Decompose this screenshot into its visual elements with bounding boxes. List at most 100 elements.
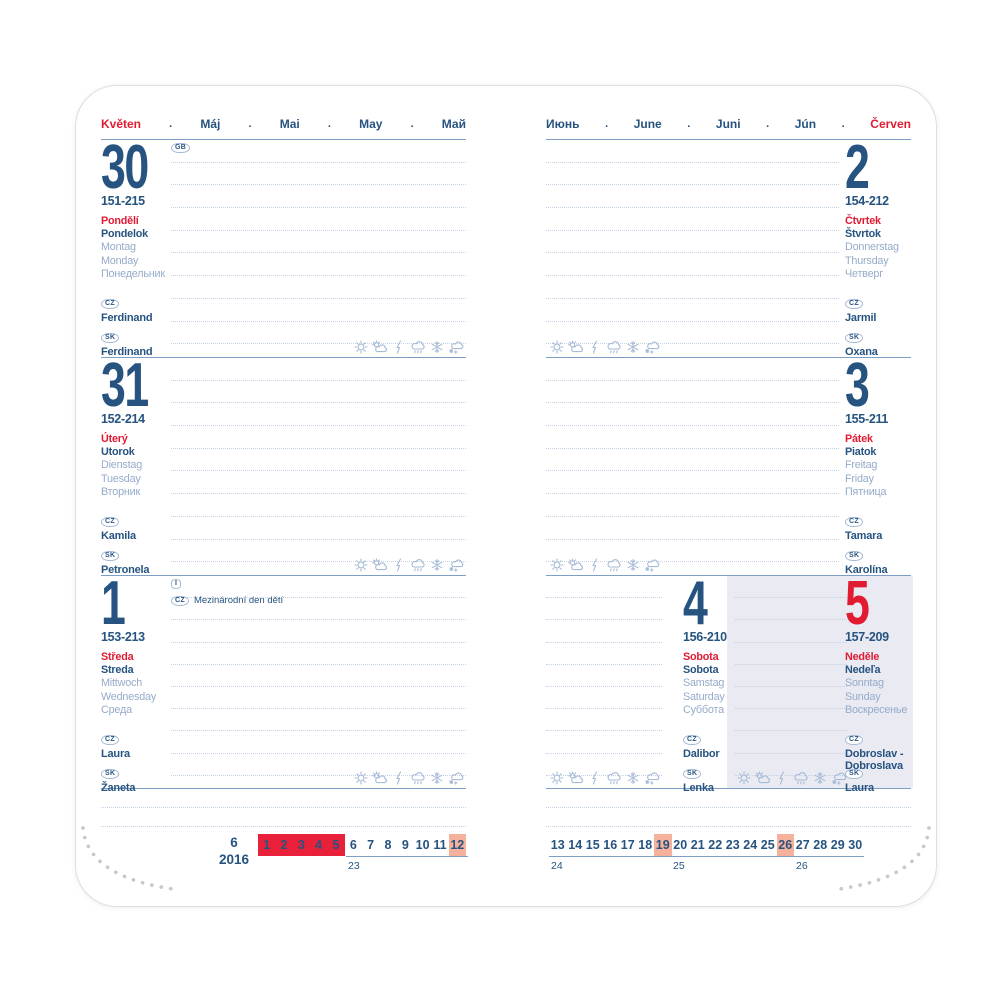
- separator-dot: .: [169, 118, 173, 130]
- mini-calendar-day: 7: [367, 838, 375, 852]
- mini-calendar-day: 29: [830, 838, 845, 852]
- rain-cloud-icon: [411, 559, 425, 572]
- weekday-sk: Piatok: [845, 446, 877, 459]
- sun-behind-cloud-icon: [568, 558, 584, 571]
- day-number: 4: [683, 569, 708, 638]
- sun-icon: [354, 558, 368, 572]
- day-block-may-30: GB 30 151-215 Pondělí Pondelok Montag Mo…: [101, 133, 466, 358]
- cz-badge: CZ: [845, 299, 863, 309]
- sun-behind-cloud-icon: [372, 558, 388, 571]
- weekday-cs: Čtvrtek: [845, 215, 881, 227]
- day-number: 30: [101, 133, 149, 202]
- mini-calendar-day: 9: [401, 838, 409, 852]
- sun-icon: [737, 771, 751, 785]
- weekday-en: Wednesday: [101, 690, 157, 703]
- day-of-year: 151-215: [101, 194, 145, 208]
- cz-badge: CZ: [683, 735, 701, 745]
- month-header-right: Июнь . June . Juni . Jún . Červen: [546, 110, 911, 140]
- month-name: Июнь: [546, 117, 580, 131]
- weather-icon-row: [735, 771, 847, 785]
- mini-calendar-day: 15: [585, 838, 600, 852]
- month-name: June: [633, 117, 662, 131]
- week-number-label: 25: [673, 860, 685, 872]
- mini-calendar-year: 2016: [218, 852, 250, 867]
- snow-cloud-icon: [449, 341, 464, 354]
- weekday-en: Friday: [845, 472, 874, 485]
- mini-calendar-month-year: 6 2016: [209, 834, 259, 868]
- mini-calendar-underline: [549, 856, 864, 857]
- weather-icon-row: [548, 771, 660, 785]
- mini-calendar-day: 16: [603, 838, 618, 852]
- mini-calendar-day: 28: [813, 838, 828, 852]
- rain-cloud-icon: [607, 772, 621, 785]
- weekday-de: Dienstag: [101, 459, 143, 472]
- mini-calendar-day: 2: [275, 834, 293, 856]
- mini-calendar-day: 17: [620, 838, 635, 852]
- separator-dot: .: [327, 118, 331, 130]
- lightning-icon: [779, 771, 785, 785]
- day-block-june-2: 2 154-212 Čtvrtek Štvrtok Donnerstag Thu…: [546, 133, 911, 358]
- nameday-cz: CZ Tamara: [845, 517, 883, 542]
- weekday-names: Středa Streda Mittwoch Wednesday Среда: [101, 651, 171, 717]
- weekday-en: Tuesday: [101, 472, 141, 485]
- day-of-year: 154-212: [845, 194, 889, 208]
- day-block-june-3: 3 155-211 Pátek Piatok Freitag Friday Пя…: [546, 355, 911, 576]
- weather-icon-row: [548, 340, 660, 354]
- weekday-cs: Středa: [101, 651, 134, 663]
- separator-dot: .: [687, 118, 691, 130]
- weekday-de: Freitag: [845, 459, 878, 472]
- weekday-cs: Sobota: [683, 651, 719, 663]
- diary-spread: Květen . Máj . Mai . May . Май GB 30 151…: [75, 85, 937, 907]
- week-number-label: 23: [348, 860, 360, 872]
- nameday-cz: CZ Dalibor: [683, 735, 720, 760]
- snowflake-icon: [627, 558, 639, 572]
- mini-calendar-day: 3: [292, 834, 310, 856]
- weekday-de: Samstag: [683, 677, 725, 690]
- sun-behind-cloud-icon: [568, 771, 584, 784]
- weekday-en: Monday: [101, 254, 139, 267]
- nameday-sk: SK Lenka: [683, 769, 714, 794]
- month-name: Juni: [715, 117, 741, 131]
- mini-calendar-day: 18: [638, 838, 653, 852]
- day-number: 31: [101, 351, 149, 420]
- nameday-cz: CZ Dobroslav - Dobroslava: [845, 735, 904, 772]
- weekday-cs: Neděle: [845, 651, 880, 663]
- holiday-note-text: Mezinárodní den dětí: [193, 595, 284, 606]
- mini-calendar-day: 12: [448, 834, 466, 856]
- day-block-june-4-5: 4 156-210 Sobota Sobota Samstag Saturday…: [546, 569, 913, 794]
- mini-calendar-day: 10: [415, 838, 430, 852]
- snowflake-icon: [627, 340, 639, 354]
- snow-cloud-icon: [645, 559, 660, 572]
- nameday-sk: SK Ferdinand: [101, 333, 153, 358]
- mini-calendar-day: 24: [743, 838, 758, 852]
- sun-behind-cloud-icon: [372, 340, 388, 353]
- cz-badge: CZ: [101, 517, 119, 527]
- weekday-de: Sonntag: [845, 677, 884, 690]
- day-info: 2 154-212 Čtvrtek Štvrtok Donnerstag Thu…: [845, 133, 911, 358]
- writing-lines-area-june-5: [735, 576, 847, 788]
- weekday-names: Úterý Utorok Dienstag Tuesday Вторник: [101, 433, 171, 499]
- weekday-de: Mittwoch: [101, 677, 142, 690]
- writing-lines-area: [546, 358, 839, 575]
- rain-cloud-icon: [607, 559, 621, 572]
- separator-dot: .: [766, 118, 770, 130]
- day-number: 2: [845, 133, 870, 202]
- mini-calendar-day: 5: [327, 834, 345, 856]
- nameday-sk: SK Karolína: [845, 551, 888, 576]
- weekday-en: Thursday: [845, 254, 889, 267]
- sk-badge: SK: [101, 551, 120, 561]
- mini-calendar-day: 20: [673, 838, 688, 852]
- cz-badge: CZ: [845, 517, 863, 527]
- snowflake-icon: [431, 771, 443, 785]
- weekday-cs: Pátek: [845, 433, 873, 445]
- mini-calendar-day: 23: [725, 838, 740, 852]
- weekday-names: Neděle Nedeľa Sonntag Sunday Воскресенье: [845, 651, 915, 717]
- mini-calendar-day: 13: [550, 838, 565, 852]
- month-name: Mai: [279, 117, 300, 131]
- rain-cloud-icon: [607, 341, 621, 354]
- notes-lines: [546, 789, 911, 827]
- sun-icon: [550, 771, 564, 785]
- page-left: Květen . Máj . Mai . May . Май GB 30 151…: [101, 86, 468, 906]
- cz-badge: CZ: [845, 735, 863, 745]
- mini-calendar-day: 21: [690, 838, 705, 852]
